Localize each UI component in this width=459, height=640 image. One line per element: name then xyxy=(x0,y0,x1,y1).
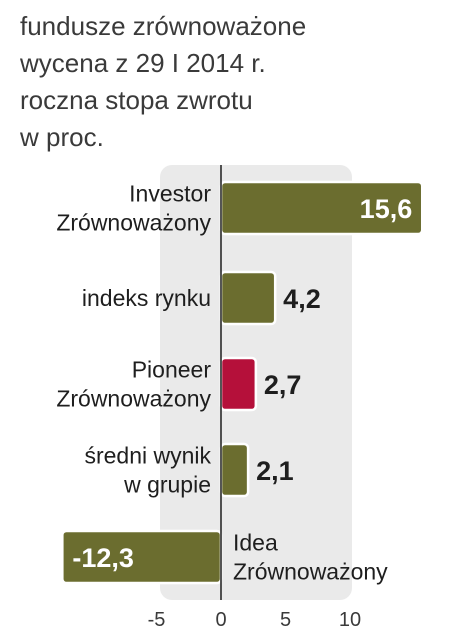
category-label-3: średni wynik w grupie xyxy=(84,443,211,498)
category-label-4-line-1: Zrównoważony xyxy=(233,559,388,585)
category-label-0: Investor Zrównoważony xyxy=(56,181,211,236)
category-label-1-line-0: indeks rynku xyxy=(82,285,211,311)
category-label-4: Idea Zrównoważony xyxy=(233,530,388,585)
tick-label-3: 10 xyxy=(339,609,361,631)
labels-layer: 15,6 Investor Zrównoważony 4,2 indeks rynku 2… xyxy=(56,181,412,585)
value-label-3: 2,1 xyxy=(256,456,294,486)
bar-3 xyxy=(219,442,250,498)
chart-title-block: fundusze zrównoważone wycena z 29 I 2014… xyxy=(20,8,440,156)
category-label-1: indeks rynku xyxy=(82,285,211,311)
tick-label-2: 5 xyxy=(280,609,291,631)
chart-title: fundusze zrównoważone xyxy=(20,11,307,41)
category-label-2-line-1: Zrównoważony xyxy=(56,386,211,412)
chart-subtitle-line-3: w proc. xyxy=(20,122,104,152)
tick-label-0: -5 xyxy=(148,609,166,631)
value-label-4: -12,3 xyxy=(72,543,134,573)
bars-layer xyxy=(61,180,424,585)
category-label-3-line-1: w grupie xyxy=(123,472,211,498)
chart-subtitle-line-1: wycena z 29 I 2014 r. xyxy=(20,48,266,78)
category-label-0-line-1: Zrównoważony xyxy=(56,210,211,236)
chart-subtitle-line-2: roczna stopa zwrotu xyxy=(20,85,253,115)
ticks-layer: -5 0 5 10 xyxy=(148,609,362,631)
value-label-0: 15,6 xyxy=(360,194,413,224)
value-label-1: 4,2 xyxy=(283,284,321,314)
category-label-0-line-0: Investor xyxy=(129,181,211,207)
category-label-2-line-0: Pioneer xyxy=(132,357,212,383)
category-label-4-line-0: Idea xyxy=(233,530,278,556)
bar-2 xyxy=(219,356,258,412)
tick-label-1: 0 xyxy=(215,609,226,631)
bar-1 xyxy=(219,270,277,326)
value-label-2: 2,7 xyxy=(264,370,302,400)
category-label-2: Pioneer Zrównoważony xyxy=(56,357,211,412)
category-label-3-line-0: średni wynik xyxy=(84,443,211,469)
